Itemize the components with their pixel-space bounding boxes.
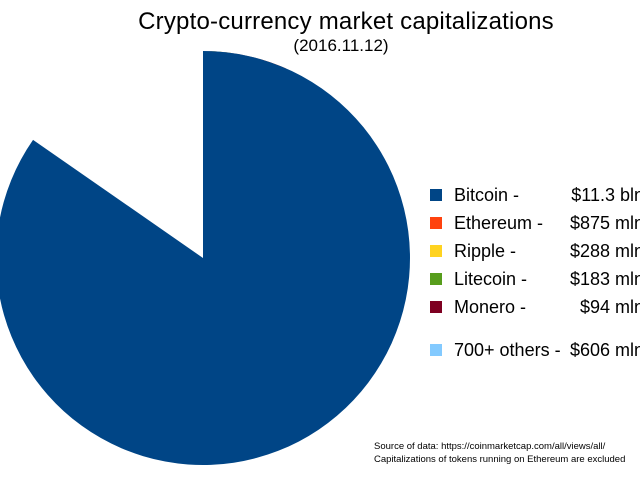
legend-item-bitcoin: Bitcoin - $11.3 bln (430, 181, 640, 209)
source-note-line1: Source of data: https://coinmarketcap.co… (374, 441, 606, 452)
legend-label: Bitcoin - (454, 184, 520, 205)
chart-subtitle: (2016.11.12) (293, 36, 389, 55)
legend-label: Litecoin - (454, 268, 528, 289)
legend-label: Ripple - (454, 240, 517, 261)
pie-slice-bitcoin (0, 51, 410, 465)
legend: Bitcoin - $11.3 bln Ethereum - $875 mln Ripp… (430, 181, 640, 364)
legend-swatch (430, 217, 442, 229)
legend-value: $288 mln (569, 240, 640, 261)
legend-item-litecoin: Litecoin - $183 mln (430, 265, 640, 293)
legend-item-ripple: Ripple - $288 mln (430, 237, 640, 265)
legend-value: $875 mln (569, 212, 640, 233)
legend-swatch (430, 273, 442, 285)
legend-swatch (430, 301, 442, 313)
legend-swatch (430, 344, 442, 356)
legend-item-ethereum: Ethereum - $875 mln (430, 209, 640, 237)
legend-value: $11.3 bln (571, 184, 640, 205)
legend-item-monero: Monero - $94 mln (430, 293, 640, 321)
source-note: Source of data: https://coinmarketcap.co… (374, 440, 625, 466)
legend-label: 700+ others - (454, 339, 561, 360)
source-note-line2: Capitalizations of tokens running on Eth… (374, 454, 626, 465)
legend-value: $183 mln (569, 268, 640, 289)
legend-item-700-others: 700+ others - $606 mln (430, 336, 640, 364)
legend-swatch (430, 189, 442, 201)
legend-swatch (430, 245, 442, 257)
chart-title: Crypto-currency market capitalizations (138, 8, 554, 35)
legend-label: Ethereum - (454, 212, 544, 233)
legend-label: Monero - (454, 296, 527, 317)
legend-value: $94 mln (579, 296, 640, 317)
legend-value: $606 mln (569, 339, 640, 360)
